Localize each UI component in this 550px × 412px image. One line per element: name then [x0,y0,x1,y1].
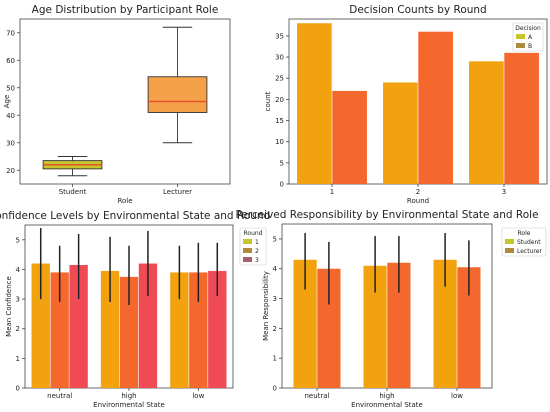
decisions-legend-swatch [516,34,525,39]
decisions-legend-swatch [516,43,525,48]
confidence-xtick-label: low [192,392,204,400]
confidence-ytick-label: 3 [16,296,20,304]
decisions-legend-label: A [528,34,533,41]
decisions-bar [469,61,504,184]
age-ytick-label: 50 [6,84,15,92]
decisions-bar [297,23,332,184]
confidence-bar [189,272,208,388]
confidence-bar [50,272,69,388]
confidence-ytick-label: 4 [16,266,21,274]
responsibility-title: Perceived Responsibility by Environmenta… [235,209,538,221]
decisions-xtick-label: 1 [330,188,334,196]
responsibility-xtick-label: high [379,392,394,400]
responsibility-legend-label: Student [517,239,541,246]
responsibility-legend-title: Role [518,230,531,237]
age-xtick-label: Lecturer [163,188,192,196]
confidence-bar [170,272,189,388]
confidence-ytick-label: 2 [16,325,20,333]
confidence-ytick-label: 0 [16,385,20,393]
decisions-ytick-label: 30 [275,54,284,62]
responsibility-ylabel: Mean Responsibility [262,271,270,341]
age-ytick-label: 30 [6,139,15,147]
responsibility-bar [387,262,411,388]
decisions-xtick-label: 3 [502,188,506,196]
confidence-bar [100,270,120,388]
responsibility-legend-label: Lecturer [517,248,542,255]
confidence-legend-title: Round [244,230,263,237]
decisions-ylabel: count [264,91,272,111]
confidence-xlabel: Environmental State [93,401,165,409]
confidence-xtick-label: high [121,392,136,400]
confidence-legend-swatch [243,239,252,244]
responsibility-xlabel: Environmental State [351,401,423,409]
confidence-xtick-label: neutral [47,392,72,400]
responsibility-xtick-label: neutral [304,392,329,400]
age-ylabel: Age [3,95,11,109]
age-xlabel: Role [117,197,132,205]
responsibility-ytick-label: 4 [273,265,278,273]
confidence-legend-label: 3 [255,257,259,264]
confidence-bar [208,270,227,388]
decisions-legend-title: Decision [515,25,541,32]
decisions-ytick-label: 0 [280,181,284,189]
decisions-ytick-label: 35 [275,32,284,40]
age-xtick-label: Student [59,188,87,196]
decisions-ytick-label: 25 [275,75,284,83]
responsibility-bar [293,259,317,388]
confidence-ytick-label: 5 [16,236,20,244]
confidence-ylabel: Mean Confidence [5,276,13,337]
responsibility-bar [363,265,387,388]
age-title: Age Distribution by Participant Role [32,4,219,16]
decisions-bar [383,82,418,184]
decisions-ytick-label: 5 [280,159,284,167]
responsibility-ytick-label: 5 [273,235,277,243]
responsibility-bar [317,268,341,388]
confidence-legend-label: 2 [255,248,259,255]
responsibility-bar [433,259,457,388]
responsibility-legend-swatch [505,248,514,253]
confidence-title: Confidence Levels by Environmental State… [0,210,270,222]
age-ytick-label: 40 [6,112,15,120]
responsibility-ytick-label: 3 [273,295,277,303]
confidence-legend-box [239,227,267,266]
responsibility-ytick-label: 0 [273,385,277,393]
responsibility-bar [457,267,481,388]
confidence-bar [69,265,88,388]
responsibility-xtick-label: low [451,392,463,400]
decisions-ytick-label: 20 [275,96,284,104]
decisions-ytick-label: 15 [275,117,284,125]
confidence-bar [31,263,50,388]
decisions-bar [332,90,367,184]
responsibility-ytick-label: 2 [273,325,277,333]
decisions-xtick-label: 2 [416,188,420,196]
decisions-bar [504,52,539,184]
decisions-bar [418,31,453,185]
confidence-ytick-label: 1 [16,355,20,363]
decisions-title: Decision Counts by Round [349,4,486,16]
confidence-bar [119,276,139,388]
responsibility-ytick-label: 1 [273,355,277,363]
confidence-legend-swatch [243,248,252,253]
age-axes-frame [19,18,231,185]
age-ytick-label: 60 [6,57,15,65]
box-lecturer [147,76,208,113]
decisions-legend-label: B [528,43,532,50]
decisions-ytick-label: 10 [275,138,284,146]
confidence-legend-swatch [243,257,252,262]
confidence-legend-label: 1 [255,239,259,246]
decisions-xlabel: Round [407,197,429,205]
age-ytick-label: 20 [6,167,15,175]
age-ytick-label: 70 [6,29,15,37]
confidence-bar [138,263,158,388]
responsibility-legend-swatch [505,239,514,244]
